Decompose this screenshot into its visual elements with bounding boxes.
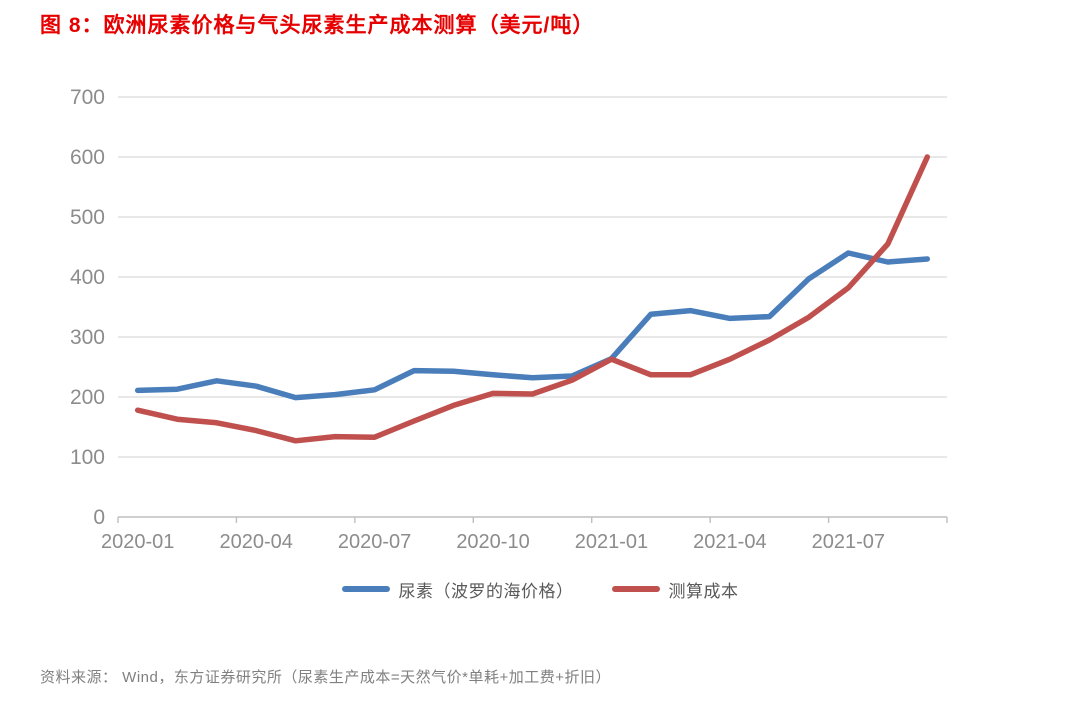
y-axis-label: 700: [70, 86, 105, 109]
legend-line-swatch-blue: [341, 586, 390, 592]
y-axis-label: 300: [70, 326, 105, 349]
line-chart: 0 100 200 300 400 500 600 700 2020-01 2020-04 2020…: [70, 86, 948, 553]
legend-item-estimated-cost: 测算成本: [611, 577, 739, 602]
y-axis-label: 100: [70, 446, 105, 469]
legend-item-urea-price: 尿素（波罗的海价格）: [341, 577, 574, 602]
series-line-estimated-cost: [134, 154, 931, 444]
y-axis-label: 500: [70, 206, 105, 229]
chart-legend: 尿素（波罗的海价格） 测算成本: [0, 577, 1080, 601]
source-note: 资料来源： Wind，东方证券研究所（尿素生产成本=天然气价*单耗+加工费+折旧…: [40, 669, 611, 686]
x-axis-label: 2021-04: [693, 531, 766, 553]
legend-line-swatch-red: [611, 586, 660, 592]
x-axis-label: 2021-07: [812, 531, 885, 553]
legend-label-estimated-cost: 测算成本: [668, 581, 739, 601]
x-axis-label: 2020-07: [338, 531, 411, 553]
figure-title: 图 8：欧洲尿素价格与气头尿素生产成本测算（美元/吨）: [40, 14, 595, 37]
legend-label-urea-price: 尿素（波罗的海价格）: [398, 581, 574, 601]
x-axis-label: 2020-10: [456, 531, 529, 553]
y-axis-label: 200: [70, 386, 105, 409]
x-axis-label: 2020-01: [101, 531, 174, 553]
y-axis-label: 0: [93, 506, 105, 529]
series-line-urea-baltic-price: [134, 250, 931, 401]
y-axis-label: 600: [70, 146, 105, 169]
y-axis-label: 400: [70, 266, 105, 289]
x-axis-label: 2020-04: [219, 531, 292, 553]
x-axis-label: 2021-01: [575, 531, 648, 553]
